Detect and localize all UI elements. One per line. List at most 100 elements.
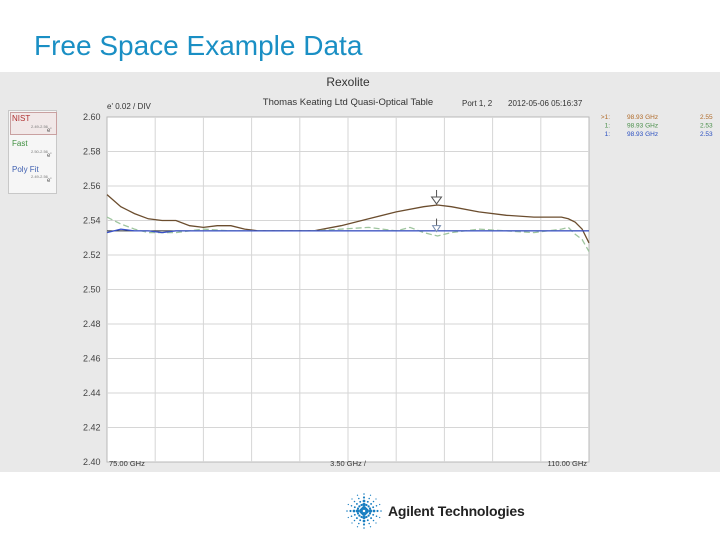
series-line-green-dashed — [106, 216, 590, 252]
spark-dot — [372, 509, 376, 513]
series-line-blue — [106, 228, 589, 234]
marker-triangle-top — [430, 196, 443, 205]
spark-dot — [349, 509, 352, 513]
spark-dot — [359, 519, 362, 522]
timestamp: 2012-05-06 05:16:37 — [508, 99, 583, 108]
spark-dot — [365, 515, 368, 519]
spark-dot — [366, 519, 369, 522]
y-tick-label: 2.54 — [83, 216, 101, 226]
spark-dot — [362, 502, 366, 507]
spark-dot — [350, 505, 353, 507]
spark-dot — [360, 515, 363, 519]
spark-dot — [379, 503, 381, 506]
spark-dot — [356, 526, 359, 528]
y-tick-label: 2.48 — [83, 319, 101, 329]
spark-dot — [372, 506, 375, 509]
trace-range-polyfit: 2.49-2.56 — [31, 174, 48, 179]
spark-dot — [350, 515, 353, 517]
spark-dot — [346, 510, 348, 512]
spark-dot — [375, 505, 378, 507]
spark-dot — [367, 505, 370, 508]
y-tick-label: 2.52 — [83, 250, 101, 260]
series-line-brown — [106, 194, 590, 244]
spark-dot — [362, 515, 366, 520]
spark-dot — [351, 522, 353, 524]
y-tick-label: 2.42 — [83, 423, 101, 433]
spark-dot — [356, 507, 360, 510]
spark-dot — [372, 519, 375, 522]
marker-readout-id: 1: — [605, 131, 611, 138]
trace-range-nist: 2.49-2.56 — [31, 124, 48, 129]
spark-dot — [353, 513, 356, 516]
y-tick-label: 2.56 — [83, 181, 101, 191]
spark-dot — [356, 494, 359, 496]
spark-dot — [347, 516, 349, 519]
spark-dot — [375, 498, 377, 500]
marker-readout-value: 2.53 — [700, 131, 713, 138]
spark-dot — [355, 509, 360, 513]
y-tick-label: 2.44 — [83, 388, 101, 398]
spark-dot — [352, 509, 356, 513]
spark-dot — [355, 502, 358, 505]
spark-dot — [362, 499, 366, 503]
spark-dot — [355, 517, 358, 520]
trace-label-fast: Fast — [12, 139, 28, 148]
x-start-label: 75.00 GHz — [109, 459, 145, 468]
spark-dot — [375, 522, 377, 524]
marker-readout-id: 1: — [605, 123, 611, 130]
trace-symbol-nist: e' — [47, 128, 52, 134]
spark-dot — [368, 509, 373, 513]
spark-dot — [360, 503, 363, 507]
marker-readout-id: >1: — [601, 114, 610, 121]
spark-dot — [372, 500, 375, 503]
spark-dot — [368, 497, 370, 500]
y-tick-label: 2.60 — [83, 112, 101, 122]
spark-dot — [359, 500, 362, 503]
spark-dot — [362, 496, 366, 499]
spark-dot — [372, 513, 375, 516]
spark-dot — [368, 507, 372, 510]
spark-dot — [370, 502, 373, 505]
spark-dot — [358, 505, 361, 508]
spark-dot — [347, 503, 349, 506]
scale-label: e' 0.02 / DIV — [107, 102, 151, 111]
spark-dot — [351, 498, 353, 500]
spark-dot — [368, 512, 372, 515]
agilent-logo: Agilent Technologies — [344, 491, 564, 531]
spark-dot — [366, 500, 369, 503]
y-tick-label: 2.58 — [83, 147, 101, 157]
marker-triangle-bottom — [431, 225, 442, 233]
spark-dot — [363, 493, 365, 495]
chart-title: Rexolite — [326, 75, 370, 89]
spark-dot — [376, 509, 379, 513]
spark-dot — [353, 519, 356, 522]
marker-readout-freq: 98.93 GHz — [627, 131, 658, 138]
spark-dot — [363, 527, 365, 529]
spark-dot — [369, 494, 372, 496]
spark-dot — [380, 510, 382, 512]
x-end-label: 110.00 GHz — [548, 459, 588, 468]
y-tick-label: 2.46 — [83, 354, 101, 364]
agilent-spark-icon — [346, 493, 382, 529]
spark-dot — [358, 497, 360, 500]
spark-dot — [375, 515, 378, 517]
spark-dot — [356, 512, 360, 515]
marker-readout-freq: 98.93 GHz — [627, 114, 658, 121]
trace-legend-nist[interactable] — [10, 112, 57, 135]
slide-title: Free Space Example Data — [34, 30, 363, 61]
x-div-label: 3.50 GHz / — [330, 459, 367, 468]
trace-label-polyfit: Poly Fit — [12, 165, 39, 174]
trace-symbol-fast: e' — [47, 153, 52, 159]
marker-readout-freq: 98.93 GHz — [627, 123, 658, 130]
spark-dot — [362, 523, 366, 526]
trace-legend-panel: NIST 2.49-2.56 e' Fast 2.50-2.56 e' Poly… — [8, 110, 57, 194]
chart-subtitle: Thomas Keating Ltd Quasi-Optical Table — [263, 97, 433, 108]
spark-dot — [367, 514, 370, 517]
spark-dot — [365, 503, 368, 507]
trace-symbol-polyfit: e' — [47, 178, 52, 184]
y-tick-label: 2.50 — [83, 285, 101, 295]
trace-label-nist: NIST — [12, 114, 31, 123]
marker-readout-value: 2.53 — [700, 123, 713, 130]
spark-dot — [379, 516, 381, 519]
